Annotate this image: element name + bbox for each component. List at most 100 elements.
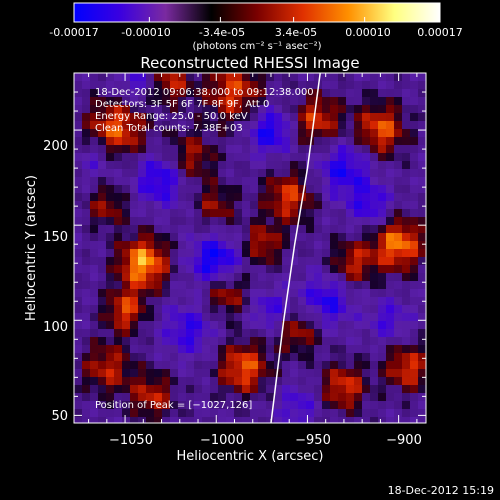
heatmap-cell <box>242 153 251 162</box>
heatmap-cell <box>338 73 347 82</box>
heatmap-cell <box>154 313 163 322</box>
heatmap-cell <box>178 353 187 362</box>
heatmap-cell <box>362 97 371 106</box>
heatmap-cell <box>98 241 107 250</box>
heatmap-cell <box>330 329 339 338</box>
heatmap-cell <box>402 313 411 322</box>
heatmap-cell <box>146 353 155 362</box>
heatmap-cell <box>130 169 139 178</box>
heatmap-cell <box>378 369 387 378</box>
heatmap-cell <box>362 145 371 154</box>
heatmap-cell <box>226 137 235 146</box>
heatmap-cell <box>90 89 99 98</box>
heatmap-cell <box>346 329 355 338</box>
heatmap-cell <box>210 337 219 346</box>
heatmap-cell <box>410 417 419 423</box>
heatmap-cell <box>242 321 251 330</box>
heatmap-cell <box>266 185 275 194</box>
heatmap-cell <box>82 185 91 194</box>
heatmap-cell <box>106 193 115 202</box>
heatmap-cell <box>122 329 131 338</box>
heatmap-cell <box>378 337 387 346</box>
heatmap-cell <box>250 369 259 378</box>
heatmap-cell <box>250 409 259 418</box>
heatmap-cell <box>106 273 115 282</box>
heatmap-cell <box>274 417 283 423</box>
heatmap-cell <box>226 281 235 290</box>
heatmap-cell <box>282 137 291 146</box>
heatmap-cell <box>298 329 307 338</box>
heatmap-cell <box>410 129 419 138</box>
heatmap-cell <box>202 257 211 266</box>
heatmap-cell <box>202 249 211 258</box>
heatmap-cell <box>378 353 387 362</box>
heatmap-cell <box>346 281 355 290</box>
heatmap-cell <box>178 345 187 354</box>
heatmap-cell <box>106 409 115 418</box>
heatmap-cell <box>250 249 259 258</box>
heatmap-cell <box>82 241 91 250</box>
heatmap-cell <box>370 377 379 386</box>
heatmap-cell <box>314 225 323 234</box>
heatmap-cell <box>370 121 379 130</box>
heatmap-cell <box>218 321 227 330</box>
heatmap-cell <box>90 329 99 338</box>
heatmap-cell <box>138 289 147 298</box>
heatmap-cell <box>338 393 347 402</box>
heatmap-cell <box>234 89 243 98</box>
heatmap-cell <box>314 161 323 170</box>
heatmap-cell <box>322 225 331 234</box>
heatmap-cell <box>394 217 403 226</box>
heatmap-cell <box>314 289 323 298</box>
heatmap-cell <box>322 401 331 410</box>
heatmap-cell <box>90 169 99 178</box>
heatmap-cell <box>298 313 307 322</box>
heatmap-cell <box>306 313 315 322</box>
heatmap-cell <box>194 305 203 314</box>
heatmap-cell <box>370 169 379 178</box>
heatmap-cell <box>418 385 426 394</box>
heatmap-cell <box>258 225 267 234</box>
heatmap-cell <box>330 281 339 290</box>
heatmap-cell <box>370 305 379 314</box>
heatmap-cell <box>410 337 419 346</box>
heatmap-cell <box>250 241 259 250</box>
heatmap-cell <box>370 129 379 138</box>
heatmap-cell <box>418 81 426 90</box>
heatmap-cell <box>410 185 419 194</box>
heatmap-cell <box>162 209 171 218</box>
heatmap-cell <box>394 233 403 242</box>
heatmap-cell <box>90 73 99 82</box>
heatmap-cell <box>418 169 426 178</box>
heatmap-cell <box>122 297 131 306</box>
heatmap-cell <box>418 225 426 234</box>
heatmap-cell <box>330 409 339 418</box>
heatmap-cell <box>234 297 243 306</box>
heatmap-cell <box>122 161 131 170</box>
heatmap-cell <box>194 209 203 218</box>
heatmap-cell <box>234 129 243 138</box>
heatmap-cell <box>130 89 139 98</box>
heatmap-cell <box>114 369 123 378</box>
heatmap-cell <box>258 353 267 362</box>
heatmap-cell <box>322 249 331 258</box>
heatmap-cell <box>90 145 99 154</box>
heatmap-cell <box>170 105 179 114</box>
heatmap-cell <box>370 257 379 266</box>
heatmap-cell <box>330 105 339 114</box>
heatmap-cell <box>394 297 403 306</box>
heatmap-cell <box>394 393 403 402</box>
heatmap-cell <box>122 353 131 362</box>
heatmap-cell <box>362 265 371 274</box>
heatmap-cell <box>242 273 251 282</box>
heatmap-cell <box>90 337 99 346</box>
heatmap-cell <box>210 417 219 423</box>
heatmap-cell <box>90 217 99 226</box>
heatmap-cell <box>282 121 291 130</box>
heatmap-cell <box>322 217 331 226</box>
heatmap-cell <box>402 377 411 386</box>
heatmap-cell <box>138 153 147 162</box>
heatmap-cell <box>130 273 139 282</box>
heatmap-cell <box>362 161 371 170</box>
heatmap-cell <box>178 145 187 154</box>
